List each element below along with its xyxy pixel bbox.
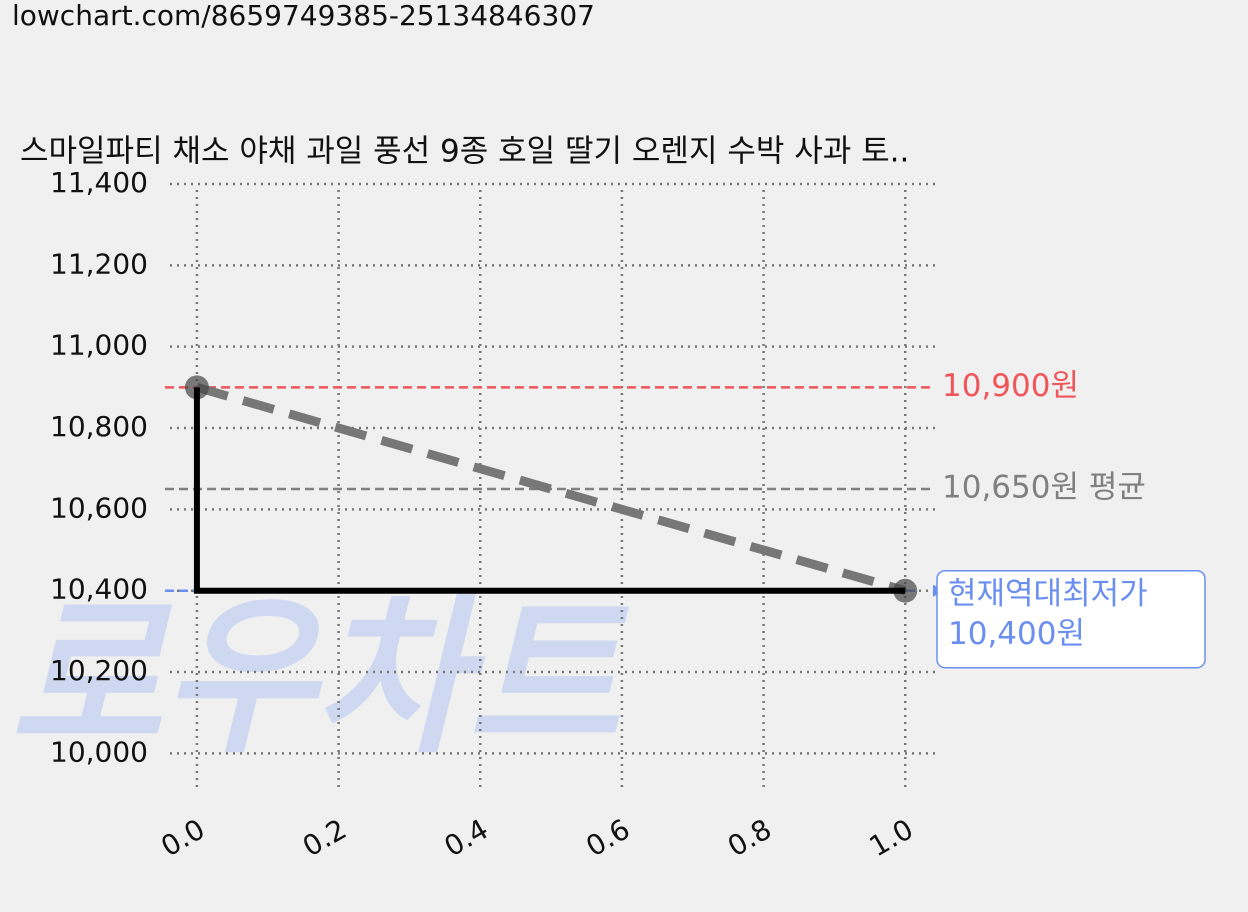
reference-label: 10,650원 평균 <box>942 470 1146 506</box>
annotation-box <box>936 569 1206 669</box>
series-line <box>193 387 906 594</box>
y-tick-label: 11,400 <box>50 166 148 199</box>
reference-label: 10,900원 <box>942 368 1079 404</box>
y-tick-label: 10,000 <box>50 735 148 768</box>
x-tick-label: 0.4 <box>439 812 494 863</box>
y-tick-label: 10,800 <box>50 410 148 443</box>
x-tick-label: 0.0 <box>155 812 210 863</box>
chart-title: 스마일파티 채소 야채 과일 풍선 9종 호일 딸기 오렌지 수박 사과 토.. <box>20 134 909 170</box>
annotation-text: 10,400원 <box>948 616 1085 652</box>
x-tick-label: 1.0 <box>864 812 919 863</box>
y-tick-label: 11,000 <box>50 329 148 362</box>
x-tick-label: 0.8 <box>722 812 777 863</box>
watermark: 로우차트 <box>10 579 629 777</box>
y-tick-label: 10,200 <box>50 654 148 687</box>
x-tick-label: 0.2 <box>297 812 352 863</box>
series-line <box>195 383 907 596</box>
x-tick-label: 0.6 <box>580 812 635 863</box>
y-tick-label: 10,600 <box>50 491 148 524</box>
y-tick-label: 10,400 <box>50 573 148 606</box>
url: lowchart.com/8659749385-25134846307 <box>12 0 595 32</box>
annotation-text: 현재역대최저가 <box>948 576 1148 612</box>
y-tick-label: 11,200 <box>50 247 148 280</box>
